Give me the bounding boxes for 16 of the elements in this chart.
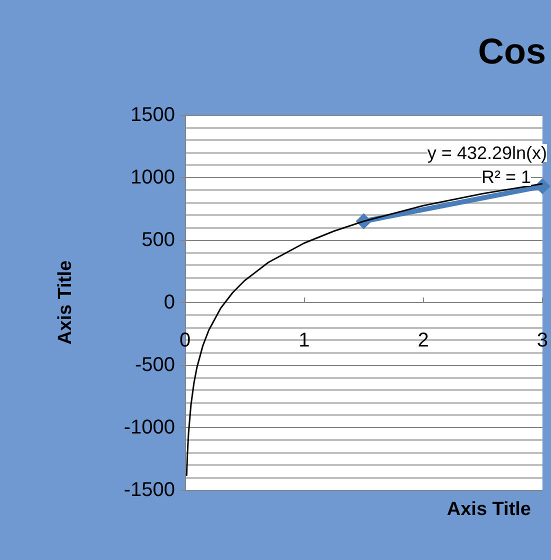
y-tick-label: 500 [142,229,175,251]
y-tick-label: 1500 [130,104,175,126]
annotation: y = 432.29ln(x) [427,143,548,163]
y-axis-title: Axis Title [55,260,76,345]
x-tick-label: 2 [418,330,429,352]
x-tick-label: 1 [298,330,310,352]
y-tick-label: -500 [134,354,175,376]
y-tick-label: 1000 [130,166,175,188]
y-tick-label: -1000 [124,416,175,438]
x-tick-label: 0 [179,330,191,352]
y-tick-label: 0 [164,292,175,314]
x-axis-title: Axis Title [446,499,532,520]
annotation: R² = 1 [481,167,532,187]
x-tick-label: 3 [536,330,548,352]
y-tick-label: -1500 [124,479,175,501]
chart-title: Cos [478,30,546,72]
